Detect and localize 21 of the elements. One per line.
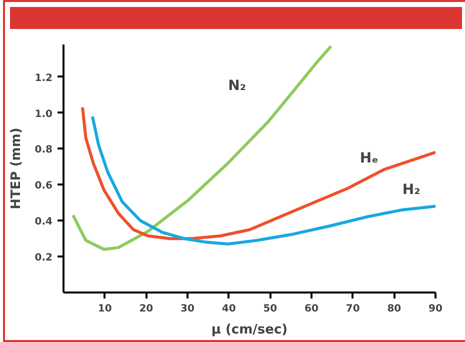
x-tick-label: 20 [139, 304, 154, 314]
series-label: H₂ [402, 182, 420, 198]
x-tick-label: 30 [180, 304, 194, 314]
x-tick-label: 60 [304, 304, 318, 314]
y-axis-title: HTEP (mm) [8, 128, 24, 210]
y-tick-label: 0.2 [34, 252, 53, 264]
y-tick-label: 0.8 [34, 144, 53, 156]
x-tick-label: 40 [222, 304, 236, 314]
series-label: Hₑ [360, 150, 378, 166]
text: N₂ [228, 78, 246, 94]
x-tick-label: 90 [428, 304, 442, 314]
line-series [72, 44, 332, 251]
y-tick-label: 1.0 [34, 108, 53, 120]
y-tick-label: 0.4 [34, 216, 53, 228]
y-tick-label: 0.6 [34, 180, 53, 192]
x-tick-label: 70 [346, 304, 360, 314]
y-tick-label: 1.2 [34, 72, 53, 84]
x-axis-title: μ (cm/sec) [211, 322, 288, 338]
x-tick-label: 50 [263, 304, 278, 314]
x-tick-label: 80 [387, 304, 402, 314]
x-tick-label: 10 [98, 304, 112, 314]
